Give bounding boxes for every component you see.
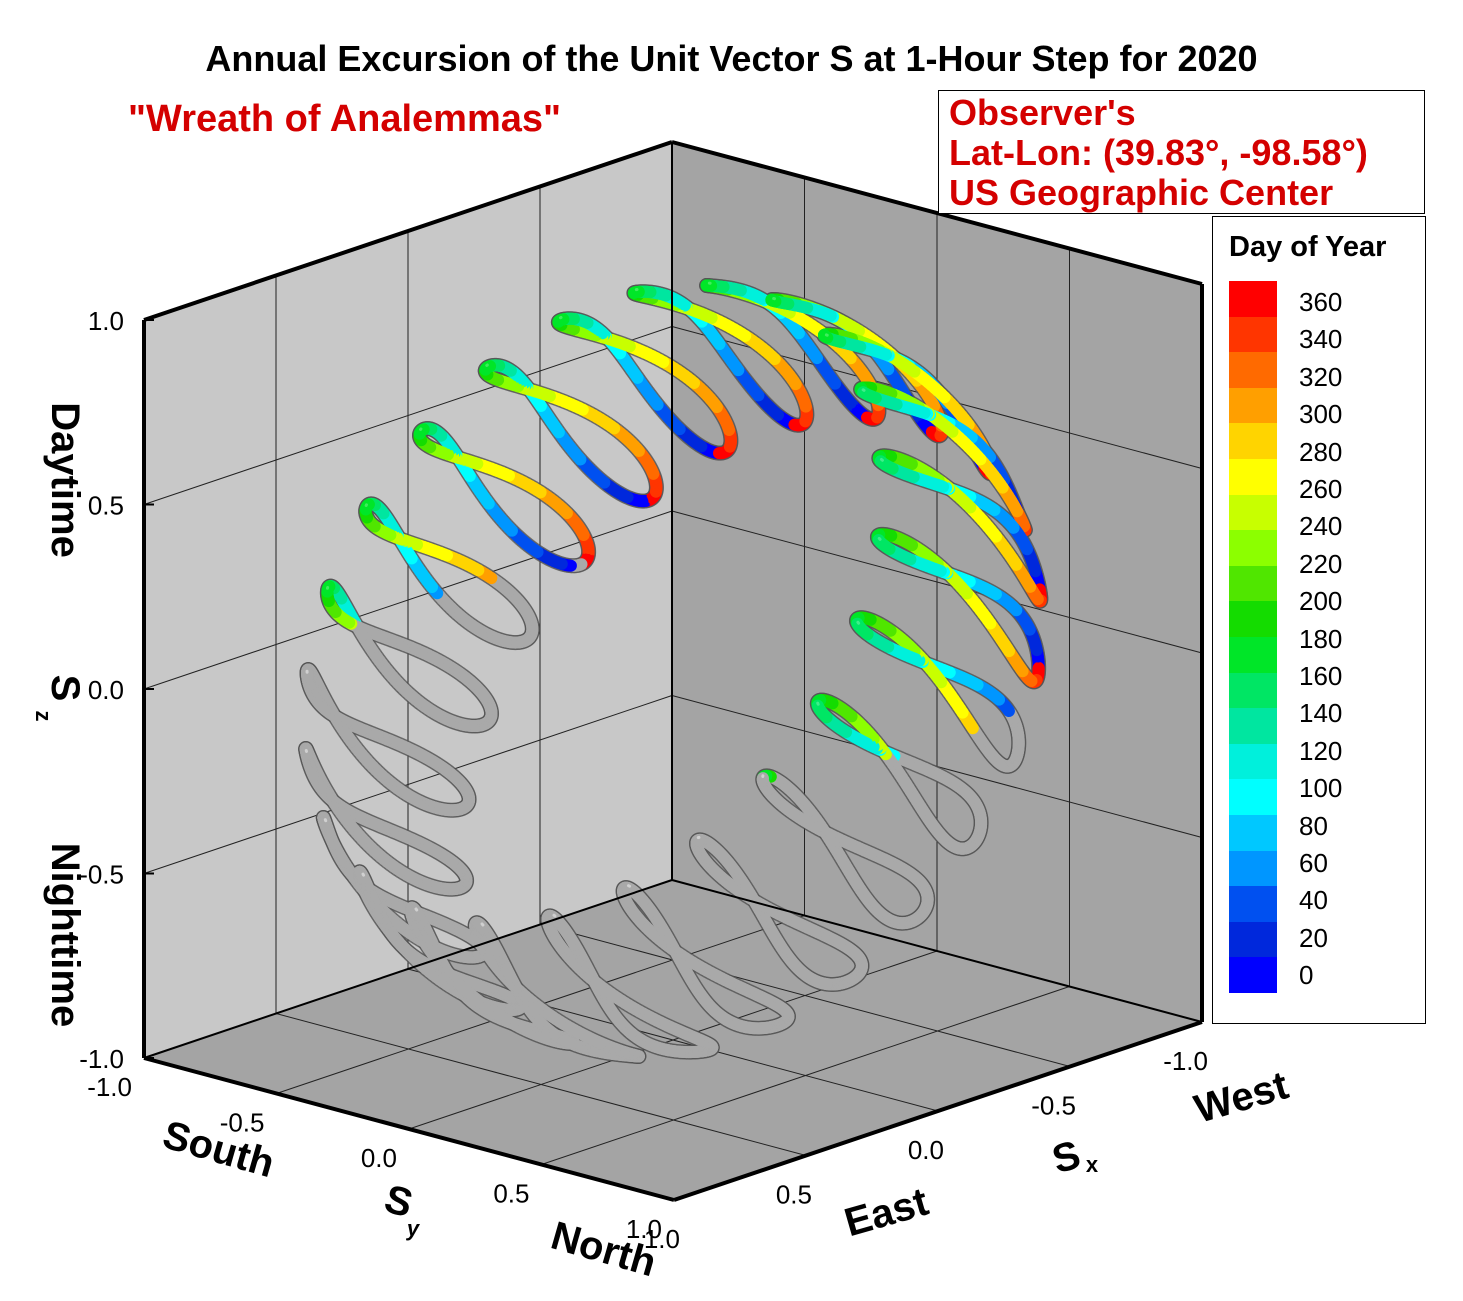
- gridline: [671, 510, 1203, 654]
- gridline: [275, 1013, 807, 1156]
- gridline: [143, 326, 673, 505]
- gridline: [541, 986, 1070, 1165]
